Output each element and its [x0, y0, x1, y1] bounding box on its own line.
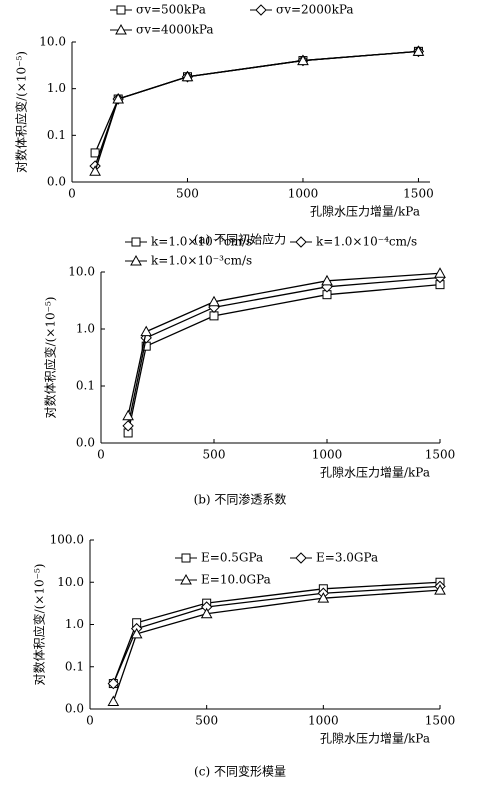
x-tick-label: 0 [97, 448, 105, 462]
marker [107, 677, 120, 690]
legend-label: E=0.5GPa [201, 551, 263, 565]
x-tick-label: 500 [176, 187, 199, 201]
marker [208, 295, 220, 307]
marker [116, 5, 126, 15]
x-tick-label: 500 [203, 448, 226, 462]
x-tick-label: 1000 [288, 187, 319, 201]
caption: (c) 不同变形模量 [194, 764, 286, 779]
y-tick-label: 10.0 [68, 265, 95, 279]
marker [321, 274, 333, 286]
caption: (b) 不同渗透系数 [194, 492, 287, 507]
y-tick-label: 0.0 [47, 175, 66, 189]
x-axis-title: 孔隙水压力增量/kPa [310, 205, 420, 219]
y-tick-label: 0.1 [76, 379, 95, 393]
marker [131, 237, 141, 247]
marker [107, 695, 120, 707]
legend-label: σv=500kPa [136, 3, 206, 17]
x-axis-title: 孔隙水压力增量/kPa [320, 732, 430, 746]
y-tick-label: 0.1 [65, 659, 84, 673]
x-tick-label: 1500 [425, 448, 456, 462]
marker [181, 553, 191, 563]
legend-label: σv=4000kPa [136, 23, 214, 37]
marker [130, 254, 142, 266]
legend-label: σv=2000kPa [276, 3, 354, 17]
marker [122, 420, 134, 432]
series-line [112, 581, 441, 684]
y-tick-label: 0.1 [47, 128, 66, 142]
x-axis-title: 孔隙水压力增量/kPa [320, 466, 430, 480]
marker [297, 54, 309, 66]
marker [115, 23, 127, 35]
series-line [112, 589, 441, 702]
y-tick-label: 10.0 [39, 35, 66, 49]
marker [295, 236, 307, 248]
legend-label: E=3.0GPa [316, 551, 378, 565]
marker [434, 584, 446, 595]
marker [255, 4, 267, 16]
marker [180, 573, 192, 585]
y-axis-title: 对数体积应变/(×10⁻⁵) [43, 297, 58, 419]
marker [140, 325, 153, 337]
y-tick-label: 1.0 [65, 617, 84, 631]
y-axis-title: 对数体积应变/(×10⁻⁵) [14, 51, 29, 173]
marker [200, 607, 213, 619]
caption: (a) 不同初始应力 [194, 232, 286, 247]
x-tick-label: 0 [86, 714, 94, 728]
marker [434, 267, 446, 278]
y-axis-title: 对数体积应变/(×10⁻⁵) [32, 564, 47, 686]
y-tick-label: 10.0 [57, 575, 84, 589]
series-line [127, 276, 441, 426]
marker [209, 311, 219, 321]
series-line [94, 50, 419, 167]
marker [122, 409, 134, 421]
marker [130, 627, 143, 639]
series-line [127, 283, 441, 434]
x-tick-label: 1000 [308, 714, 339, 728]
y-tick-label: 0.0 [76, 436, 95, 450]
marker [412, 45, 425, 56]
x-tick-label: 500 [195, 714, 218, 728]
marker [112, 92, 125, 104]
marker [317, 592, 330, 603]
series-line [94, 50, 419, 172]
marker [295, 552, 307, 564]
y-tick-label: 1.0 [76, 322, 95, 336]
marker [89, 165, 101, 176]
legend-label: E=10.0GPa [201, 573, 271, 587]
legend-label: k=1.0×10⁻⁴cm/s [316, 235, 417, 249]
x-tick-label: 1500 [425, 714, 456, 728]
legend-label: k=1.0×10⁻³cm/s [151, 254, 252, 268]
y-tick-label: 1.0 [47, 81, 66, 95]
legend-label: k=1.0×10⁻⁵cm/s [151, 235, 252, 249]
marker [181, 70, 194, 82]
y-tick-label: 0.0 [65, 702, 84, 716]
series-line [112, 585, 441, 684]
x-tick-label: 0 [68, 187, 76, 201]
y-tick-label: 100.0 [50, 533, 84, 547]
marker [90, 148, 100, 158]
x-tick-label: 1000 [312, 448, 343, 462]
x-tick-label: 1500 [403, 187, 434, 201]
